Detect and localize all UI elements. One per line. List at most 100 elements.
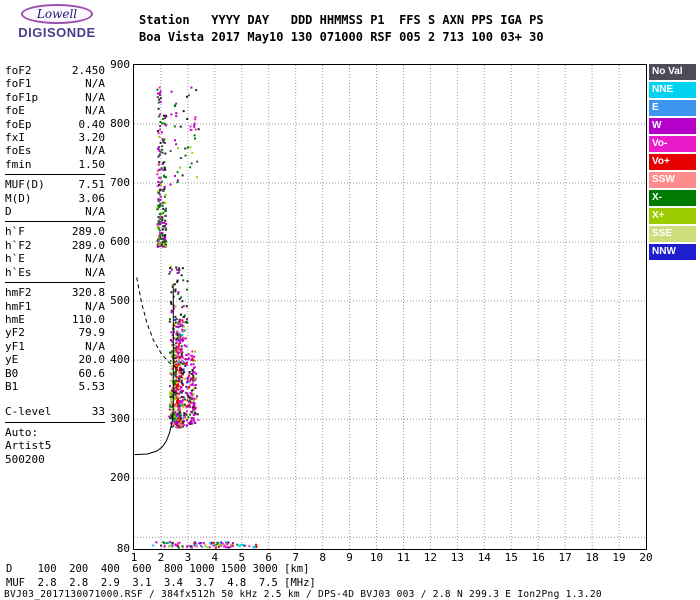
param-group-gap [5,393,105,405]
y-tick-label: 700 [110,176,130,190]
param-value: N/A [85,265,105,279]
param-value: N/A [85,144,105,158]
ionogram-canvas [134,65,646,549]
param-value: 60.6 [78,366,106,380]
x-tick-label: 8 [319,551,326,564]
legend-item-vo+: Vo+ [649,154,696,170]
param-value: 289.0 [71,225,105,239]
param-value: 20.0 [78,353,106,367]
x-tick-label: 3 [184,551,192,564]
param-row-ye: yE 20.0 [5,353,105,366]
doppler-legend: No Val NNE E W Vo- Vo+ SSW X- X+ SSE NNW [649,64,696,262]
param-value: N/A [85,104,105,118]
x-tick-label: 10 [369,551,384,564]
param-value: N/A [85,205,105,219]
param-label: foEs [5,144,32,158]
param-value: N/A [85,339,105,353]
param-label: MUF(D) [5,178,45,192]
param-label: h`F2 [5,238,32,252]
param-label: hmF1 [5,299,32,313]
param-group-divider [5,174,105,176]
digisonde-logo-text: DIGISONDE [18,25,96,40]
param-value: 5.53 [78,379,106,393]
param-label: M(D) [5,191,32,205]
param-row-foe: foE N/A [5,104,105,117]
param-group-divider [5,421,105,423]
legend-item-x-: X- [649,190,696,206]
param-row-he: h`E N/A [5,252,105,265]
x-tick-label: 17 [558,551,572,564]
header-line-values: Boa Vista 2017 May10 130 071000 RSF 005 … [139,30,544,44]
param-row-fof2: foF2 2.450 [5,64,105,77]
param-row-hmf1: hmF1 N/A [5,300,105,313]
lowell-logo-oval: Lowell [20,4,94,24]
param-value: N/A [85,252,105,266]
param-label: yE [5,353,19,367]
x-tick-label: 20 [639,551,653,564]
param-row-fof1: foF1 N/A [5,77,105,90]
x-tick-label: 4 [211,551,219,564]
param-label: foF1p [5,90,39,104]
parameter-panel: foF2 2.450 foF1 N/A foF1p N/A foE N/A foEp 0.40 fx… [5,64,105,466]
legend-item-x+: X+ [649,208,696,224]
param-label: Artist5 [5,439,52,453]
param-value: 7.51 [78,178,106,192]
param-row-clevel: C-level 33 [5,405,105,418]
legend-item-w: W [649,118,696,134]
param-value: N/A [85,299,105,313]
x-tick-label: 9 [346,551,353,564]
param-row-mufd: MUF(D) 7.51 [5,178,105,191]
lowell-logo-text: Lowell [36,7,78,21]
param-label: fxI [5,131,25,145]
param-row-yf1: yF1 N/A [5,340,105,353]
param-group-divider [5,221,105,223]
param-label: h`E [5,252,25,266]
x-tick-label: 11 [396,551,411,564]
status-footer: BVJ03_2017130071000.RSF / 384fx512h 50 k… [4,589,602,600]
param-label: foEp [5,117,32,131]
param-row-hmf2: hmF2 320.8 [5,286,105,299]
param-row-hes: h`Es N/A [5,266,105,279]
param-row-fmin: fmin 1.50 [5,158,105,171]
param-label: yF1 [5,339,25,353]
x-tick-label: 6 [265,551,273,564]
ionogram-plot [133,64,647,550]
legend-item-noval: No Val [649,64,696,80]
x-tick-label: 13 [450,551,464,564]
param-row-foes: foEs N/A [5,144,105,157]
param-group-divider [5,282,105,284]
x-tick-label: 14 [477,551,491,564]
legend-item-nnw: NNW [649,244,696,260]
param-row-b0: B0 60.6 [5,367,105,380]
param-label: yF2 [5,326,25,340]
muf-distance-table: D 100 200 400 600 800 1000 1500 3000 [km… [6,563,316,589]
param-value: 3.06 [78,191,106,205]
digisonde-logo: Lowell DIGISONDE [6,3,108,40]
param-row-foep: foEp 0.40 [5,118,105,131]
y-tick-label: 200 [110,471,130,485]
x-tick-label: 5 [238,551,246,564]
param-value: N/A [85,90,105,104]
y-tick-label: 80 [116,542,130,555]
param-label: B1 [5,379,19,393]
param-value: 79.9 [78,326,106,340]
param-label: C-level [5,405,52,419]
legend-item-vo-: Vo- [649,136,696,152]
param-label: Auto: [5,425,39,439]
y-tick-label: 600 [110,235,130,249]
legend-item-ssw: SSW [649,172,696,188]
legend-item-e: E [649,100,696,116]
param-row-hme: hmE 110.0 [5,313,105,326]
x-tick-label: 7 [292,551,299,564]
param-label: B0 [5,366,19,380]
y-tick-label: 800 [110,117,130,131]
legend-item-sse: SSE [649,226,696,242]
x-tick-label: 12 [423,551,438,564]
x-tick-label: 18 [585,551,599,564]
x-tick-label: 2 [157,551,165,564]
param-row-hf2: h`F2 289.0 [5,239,105,252]
param-label: hmF2 [5,286,32,300]
param-label: h`Es [5,265,32,279]
y-tick-label: 900 [110,58,130,71]
